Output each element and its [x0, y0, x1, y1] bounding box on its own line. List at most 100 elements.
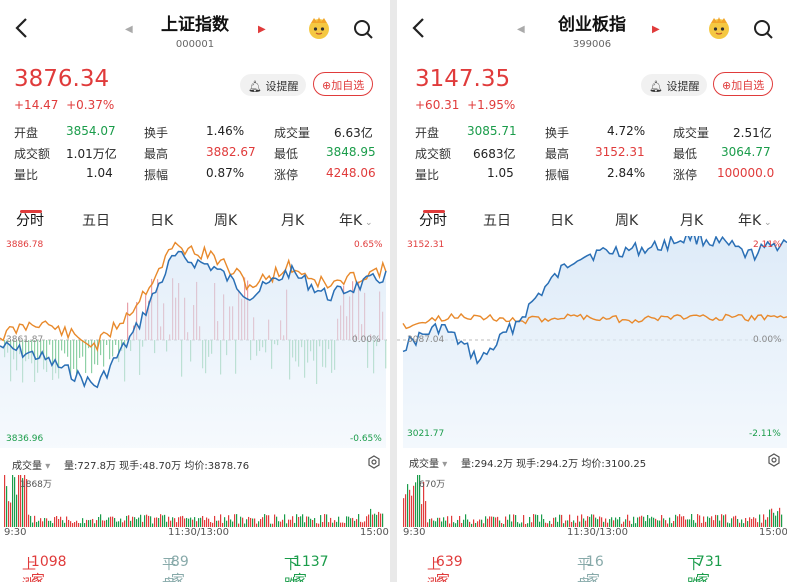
- tab-yearly-k[interactable]: 年K ⌄: [339, 210, 373, 230]
- down-bar: [112, 340, 114, 357]
- volume-bar: [485, 516, 487, 527]
- volume-bar: [407, 484, 409, 527]
- volume-selector[interactable]: 成交量 ▾: [12, 457, 50, 472]
- volume-bar: [499, 520, 501, 527]
- volume-bar: [138, 517, 140, 527]
- back-icon[interactable]: [12, 16, 32, 40]
- tab-weekly-k[interactable]: 周K: [615, 213, 639, 229]
- stat-value: 6.63亿: [334, 126, 373, 140]
- volume-bar: [501, 523, 503, 527]
- tab-daily-k[interactable]: 日K: [150, 213, 174, 229]
- settings-icon[interactable]: [767, 453, 781, 467]
- volume-bar: [194, 517, 196, 527]
- tab-five-day[interactable]: 五日: [82, 213, 110, 229]
- tab-monthly-k[interactable]: 月K: [281, 213, 305, 229]
- volume-bar: [779, 507, 781, 527]
- tab-yearly-k[interactable]: 年K ⌄: [738, 210, 772, 230]
- volume-bar: [739, 522, 741, 527]
- volume-bar: [26, 479, 28, 527]
- volume-bar: [713, 520, 715, 527]
- prev-arrow-icon[interactable]: ◀: [125, 24, 133, 35]
- unchanged[interactable]: 平盘 89家: [162, 554, 189, 582]
- page-title: 创业板指: [558, 15, 626, 35]
- volume-bar: [591, 514, 593, 527]
- intraday-chart[interactable]: 3152.31 3087.04 3021.77 2.11% 0.00% -2.1…: [397, 236, 787, 448]
- volume-bar: [150, 516, 152, 527]
- volume-bar: [773, 512, 775, 527]
- mascot-icon[interactable]: [306, 15, 332, 41]
- volume-bar: [50, 520, 52, 527]
- bottom-price-label: 3021.77: [407, 429, 444, 439]
- volume-bar: [667, 523, 669, 527]
- volume-bar: [527, 523, 529, 527]
- next-arrow-icon[interactable]: ▶: [652, 24, 660, 35]
- volume-bar: [362, 522, 364, 527]
- add-watchlist-button[interactable]: ⊕加自选: [313, 72, 374, 96]
- set-reminder-button[interactable]: 🔔︎ 设提醒: [641, 74, 708, 96]
- volume-bar: [158, 518, 160, 527]
- volume-bar: [54, 517, 56, 527]
- volume-bar: [320, 515, 322, 527]
- volume-bar: [180, 516, 182, 527]
- decliners[interactable]: 下跌 1137家: [284, 554, 329, 582]
- tab-intraday[interactable]: 分时: [419, 213, 447, 229]
- volume-bar: [52, 523, 54, 527]
- volume-bar: [631, 523, 633, 527]
- volume-bar: [411, 495, 413, 527]
- volume-selector[interactable]: 成交量 ▾: [409, 455, 447, 470]
- search-icon[interactable]: [752, 18, 774, 40]
- volume-bar: [276, 516, 278, 527]
- volume-bar: [423, 481, 425, 527]
- volume-bar: [22, 478, 24, 527]
- settings-icon[interactable]: [367, 455, 381, 469]
- volume-bar: [547, 523, 549, 527]
- volume-bar: [350, 518, 352, 527]
- back-icon[interactable]: [409, 16, 429, 40]
- advancers[interactable]: 上涨 639家: [427, 554, 463, 582]
- volume-bar: [419, 475, 421, 527]
- volume-bar: [298, 516, 300, 527]
- volume-bar: [198, 518, 200, 527]
- volume-bar: [264, 514, 266, 527]
- volume-bar: [118, 521, 120, 527]
- down-bar: [52, 340, 54, 380]
- volume-bar: [633, 516, 635, 527]
- down-bar: [97, 340, 99, 365]
- add-watchlist-label: 加自选: [331, 79, 365, 92]
- prev-arrow-icon[interactable]: ◀: [517, 24, 525, 35]
- stat-label: 成交额: [14, 147, 51, 161]
- tab-monthly-k[interactable]: 月K: [680, 213, 704, 229]
- add-watchlist-button[interactable]: ⊕加自选: [713, 72, 774, 96]
- volume-bar: [597, 519, 599, 527]
- set-reminder-button[interactable]: 🔔︎ 设提醒: [240, 74, 307, 96]
- volume-bar: [579, 521, 581, 527]
- down-bar: [88, 340, 90, 349]
- advancers[interactable]: 上涨 1098家: [22, 554, 67, 582]
- volume-bar: [747, 521, 749, 527]
- volume-bar: [266, 515, 268, 527]
- volume-bar: [727, 522, 729, 527]
- volume-bar: [587, 516, 589, 527]
- volume-bar: [212, 522, 214, 527]
- tab-weekly-k[interactable]: 周K: [214, 213, 238, 229]
- mascot-icon[interactable]: [706, 15, 732, 41]
- unchanged[interactable]: 平盘 16家: [577, 554, 604, 582]
- volume-bar: [465, 514, 467, 527]
- volume-bar: [549, 520, 551, 527]
- down-bar: [73, 340, 75, 369]
- volume-bar: [467, 519, 469, 527]
- stat-label: 最高: [545, 147, 570, 161]
- tab-intraday[interactable]: 分时: [16, 213, 44, 229]
- volume-bar: [673, 521, 675, 527]
- volume-bar: [681, 516, 683, 527]
- search-icon[interactable]: [352, 18, 374, 40]
- tab-five-day[interactable]: 五日: [483, 213, 511, 229]
- volume-bar: [481, 519, 483, 527]
- volume-bar: [46, 518, 48, 527]
- tab-daily-k[interactable]: 日K: [550, 213, 574, 229]
- intraday-chart[interactable]: 3886.78 3861.87 3836.96 0.65% 0.00% -0.6…: [0, 236, 390, 448]
- volume-bar: [288, 519, 290, 527]
- stat-label: 开盘: [14, 126, 39, 140]
- decliners[interactable]: 下跌 731家: [687, 554, 723, 582]
- next-arrow-icon[interactable]: ▶: [258, 24, 266, 35]
